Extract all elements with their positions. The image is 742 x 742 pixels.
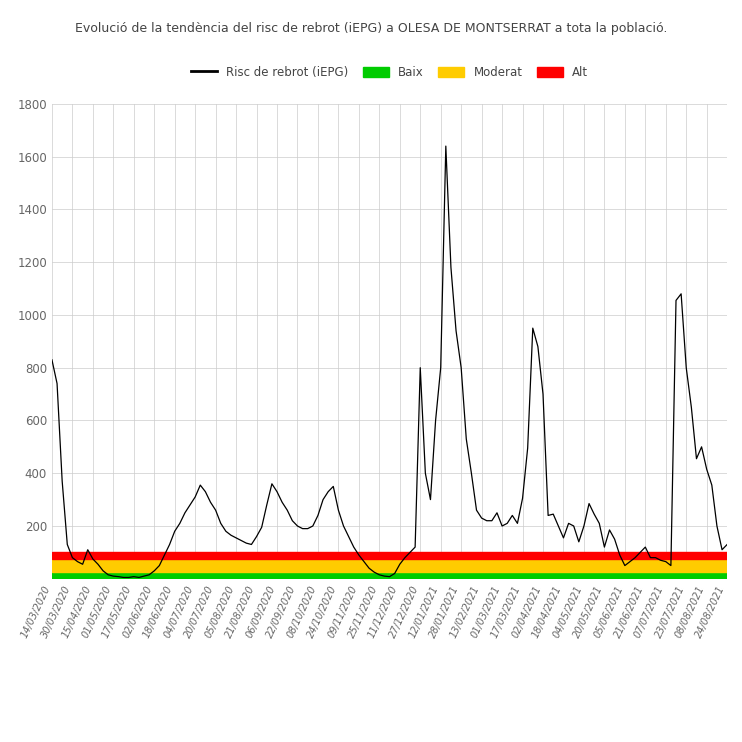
Legend: Risc de rebrot (iEPG), Baix, Moderat, Alt: Risc de rebrot (iEPG), Baix, Moderat, Al… xyxy=(188,62,591,82)
Text: Evolució de la tendència del risc de rebrot (iEPG) a OLESA DE MONTSERRAT a tota : Evolució de la tendència del risc de reb… xyxy=(75,22,667,36)
Bar xyxy=(52,552,727,559)
Bar xyxy=(52,559,727,572)
Bar xyxy=(52,572,727,579)
